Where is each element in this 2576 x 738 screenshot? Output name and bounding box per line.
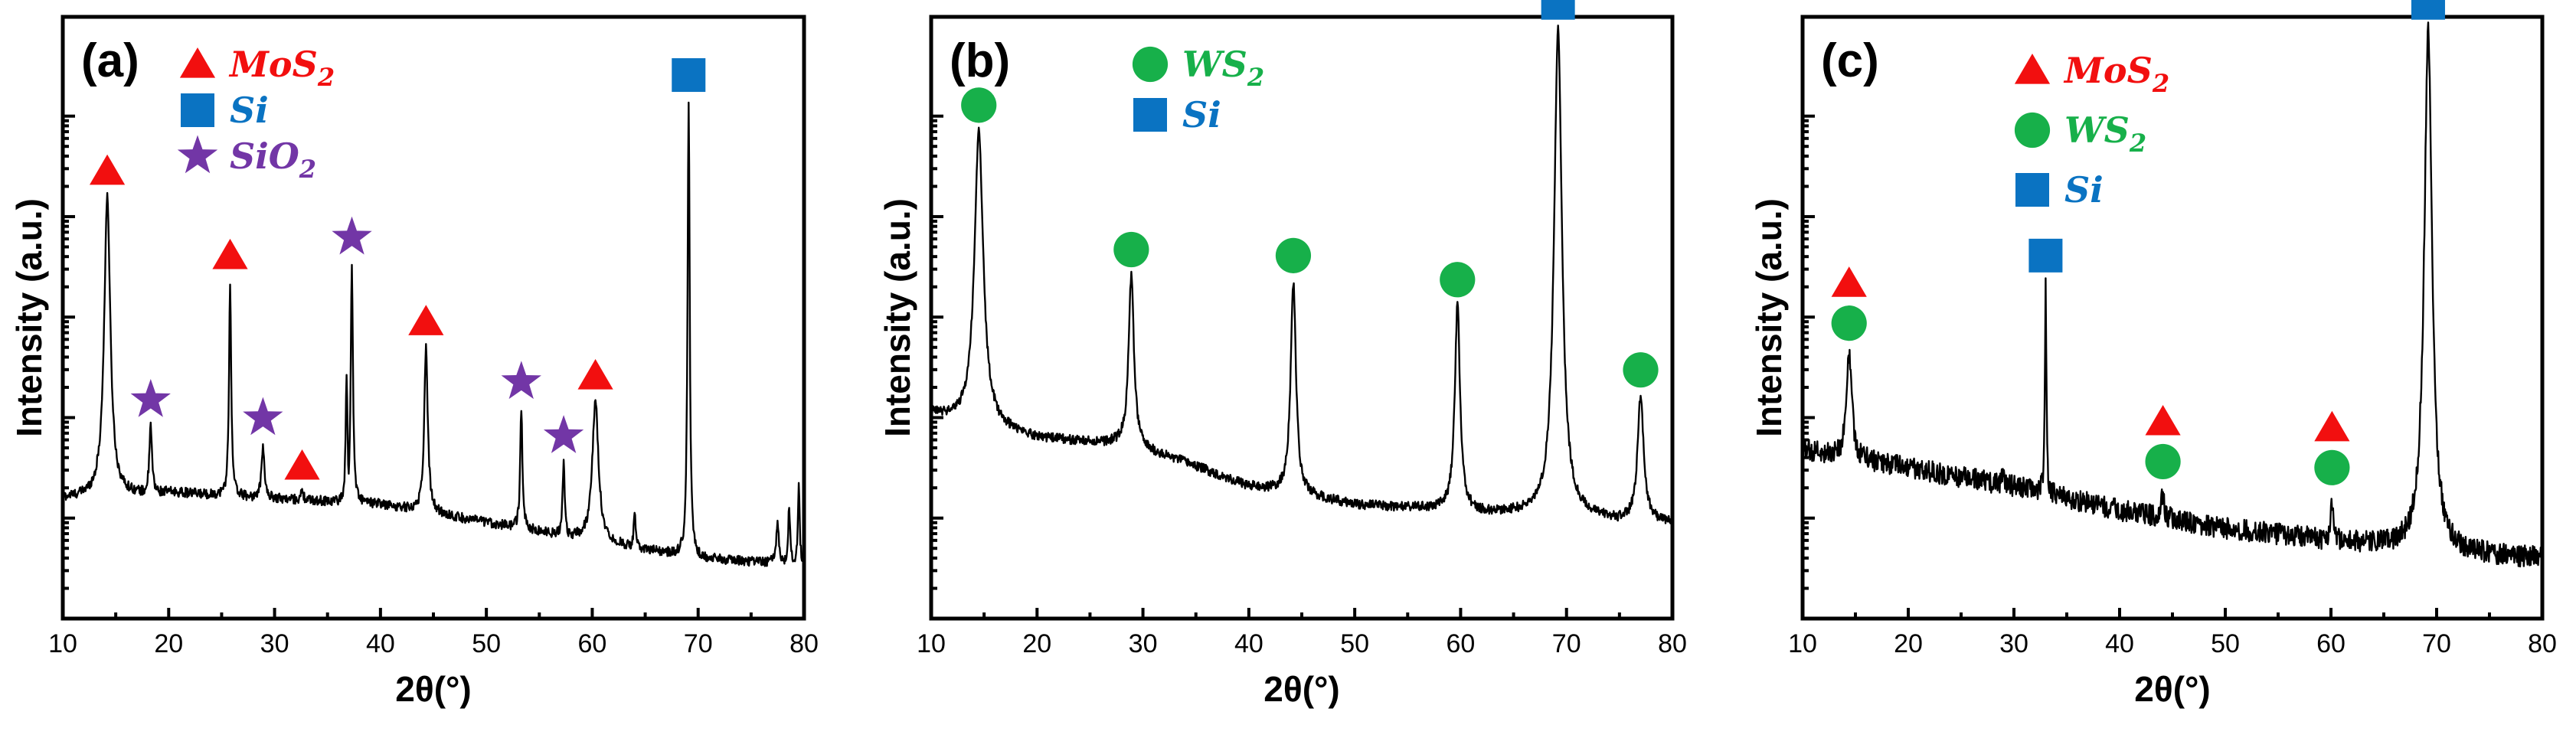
x-tick-label: 70 xyxy=(1552,629,1581,658)
x-tick-label: 20 xyxy=(1894,629,1923,658)
xrd-trace xyxy=(1801,21,2544,568)
x-tick-label: 30 xyxy=(260,629,289,658)
mos2-peak-marker xyxy=(1831,266,1867,297)
x-tick-label: 40 xyxy=(2105,629,2134,658)
x-axis-label: 2θ(°) xyxy=(2134,669,2210,709)
panel-label: (c) xyxy=(1821,34,1879,87)
sio2-legend-marker xyxy=(177,135,218,174)
x-tick-label: 80 xyxy=(2528,629,2557,658)
ws2-peak-marker xyxy=(1623,352,1659,388)
mos2-legend-marker xyxy=(2014,54,2051,84)
legend-label-si: Si xyxy=(2064,169,2104,211)
ws2-peak-marker xyxy=(2145,443,2181,480)
x-axis-label: 2θ(°) xyxy=(1263,669,1339,709)
legend-label-mos2: MoS2 xyxy=(228,44,335,92)
x-tick-label: 40 xyxy=(1234,629,1263,658)
x-tick-label: 60 xyxy=(578,629,607,658)
x-tick-label: 60 xyxy=(2316,629,2346,658)
sio2-peak-marker xyxy=(332,216,372,255)
x-tick-label: 40 xyxy=(366,629,395,658)
si-peak-marker xyxy=(2028,238,2063,273)
legend-label-sio2: SiO2 xyxy=(230,136,316,184)
y-axis-label: Intensity (a.u.) xyxy=(9,198,49,437)
panel-label: (a) xyxy=(81,34,139,87)
mos2-peak-marker xyxy=(2314,410,2350,442)
axes-frame xyxy=(929,15,1675,621)
ws2-peak-marker xyxy=(1440,262,1476,298)
si-peak-marker xyxy=(672,58,706,93)
x-tick-label: 10 xyxy=(1788,629,1817,658)
sio2-peak-marker xyxy=(243,397,283,436)
si-legend-marker xyxy=(2015,173,2049,207)
ws2-peak-marker xyxy=(1113,231,1149,268)
sio2-peak-marker xyxy=(543,415,584,453)
x-tick-label: 30 xyxy=(1129,629,1158,658)
xrd-trace xyxy=(930,24,1674,526)
x-tick-label: 50 xyxy=(1340,629,1369,658)
mos2-legend-marker xyxy=(179,47,216,78)
xrd-trace xyxy=(61,101,806,567)
x-tick-label: 50 xyxy=(2211,629,2240,658)
legend-label-mos2: MoS2 xyxy=(2063,50,2169,98)
si-legend-marker xyxy=(1133,98,1167,132)
mos2-peak-marker xyxy=(2145,404,2181,436)
mos2-peak-marker xyxy=(577,359,613,390)
si-legend-marker xyxy=(181,93,214,127)
mos2-peak-marker xyxy=(89,154,126,185)
si-peak-marker xyxy=(1541,0,1575,20)
mos2-peak-marker xyxy=(408,305,444,335)
legend-label-ws2: WS2 xyxy=(2064,109,2146,158)
legend-label-si: Si xyxy=(230,90,269,131)
ws2-legend-marker xyxy=(2014,112,2051,149)
x-tick-label: 30 xyxy=(1999,629,2028,658)
ws2-peak-marker xyxy=(961,87,997,123)
x-tick-label: 80 xyxy=(1658,629,1687,658)
x-tick-label: 20 xyxy=(154,629,183,658)
x-axis-label: 2θ(°) xyxy=(395,669,471,709)
legend-label-si: Si xyxy=(1182,94,1221,136)
y-axis-label: Intensity (a.u.) xyxy=(878,198,917,437)
ws2-peak-marker xyxy=(2314,449,2350,485)
x-tick-label: 70 xyxy=(684,629,713,658)
panel-label: (b) xyxy=(950,34,1010,87)
sio2-peak-marker xyxy=(501,361,541,400)
ws2-legend-marker xyxy=(1132,46,1169,83)
mos2-peak-marker xyxy=(212,238,248,269)
panel-b: 10 20 30 40 50 60 70 80 (b) 2θ(°) Intensity (a.u.)… xyxy=(878,0,1687,709)
x-tick-label: 70 xyxy=(2422,629,2451,658)
x-tick-label: 20 xyxy=(1022,629,1051,658)
panel-c: 10 20 30 40 50 60 70 80 (c) 2θ(°) Intensity (a.u.)… xyxy=(1749,0,2557,709)
x-tick-label: 60 xyxy=(1447,629,1476,658)
si-peak-marker xyxy=(2411,0,2445,20)
x-tick-label: 50 xyxy=(472,629,501,658)
mos2-peak-marker xyxy=(284,449,320,480)
panel-a: 10 20 30 40 50 60 70 80 (a) 2θ(°) Intensity (a.u.)… xyxy=(9,15,819,709)
y-axis-label: Intensity (a.u.) xyxy=(1749,198,1789,437)
ws2-peak-marker xyxy=(1831,305,1867,341)
ws2-peak-marker xyxy=(1275,237,1312,273)
legend-label-ws2: WS2 xyxy=(1182,44,1264,92)
sio2-peak-marker xyxy=(130,379,171,417)
x-tick-label: 10 xyxy=(917,629,946,658)
x-tick-label: 80 xyxy=(789,629,819,658)
x-tick-label: 10 xyxy=(48,629,77,658)
